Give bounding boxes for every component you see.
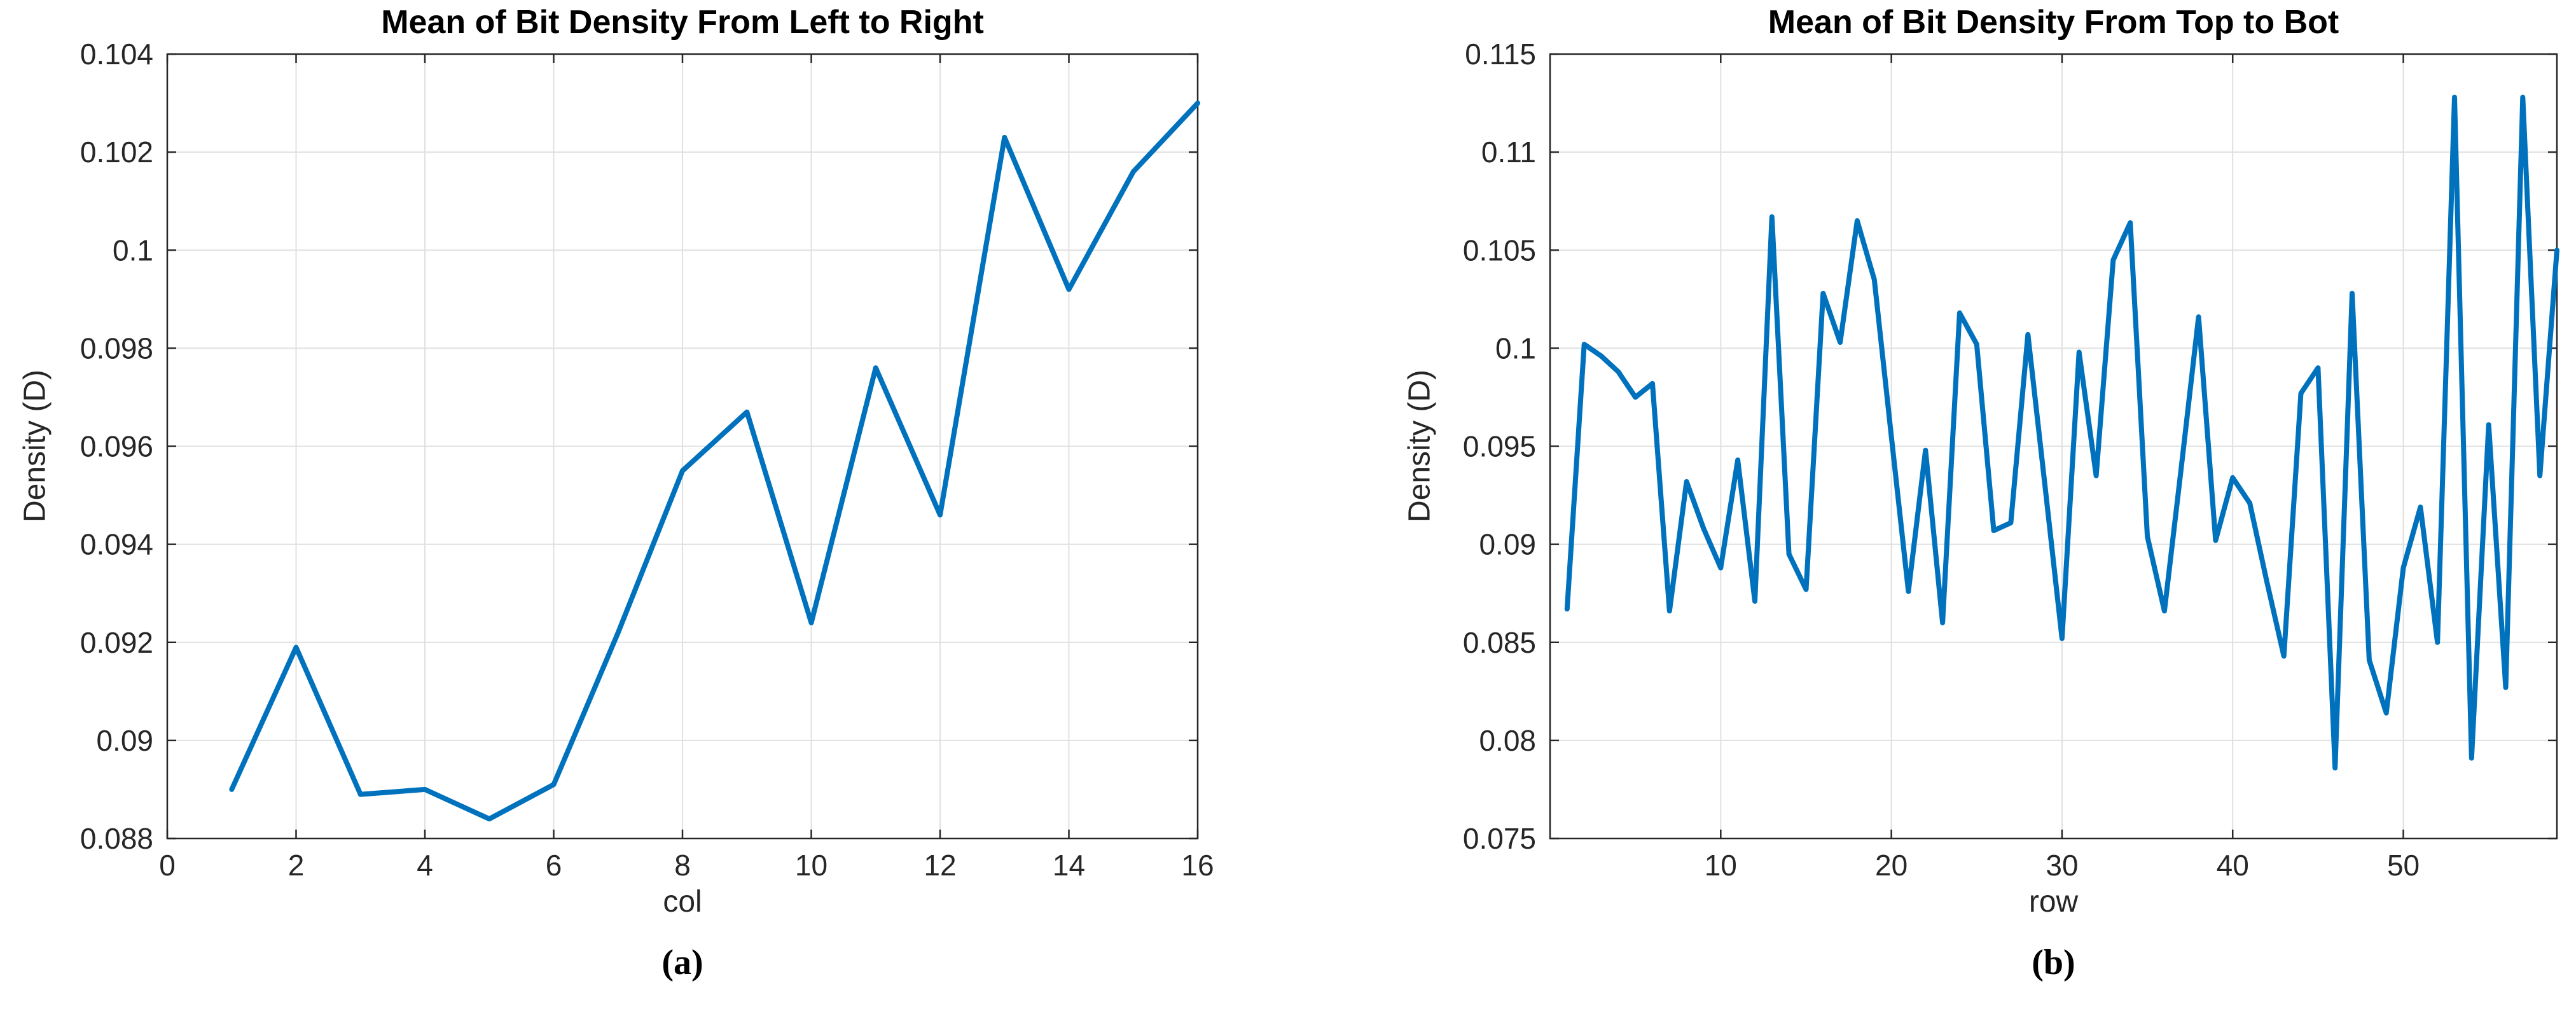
x-tick-label: 0 bbox=[159, 849, 176, 882]
y-tick-label: 0.105 bbox=[1463, 233, 1536, 267]
y-tick-label: 0.115 bbox=[1465, 38, 1536, 71]
x-tick-label: 4 bbox=[417, 849, 433, 882]
right-chart-title: Mean of Bit Density From Top to Bot bbox=[1768, 4, 2339, 41]
y-tick-label: 0.085 bbox=[1463, 626, 1536, 659]
x-tick-label: 50 bbox=[2387, 849, 2420, 882]
left-chart-title: Mean of Bit Density From Left to Right bbox=[381, 4, 984, 41]
data-series-line bbox=[229, 101, 1200, 822]
left-chart-y-axis-label: Density (D) bbox=[18, 369, 52, 523]
y-tick-label: 0.098 bbox=[80, 331, 153, 365]
x-tick-label: 16 bbox=[1181, 849, 1214, 882]
x-tick-label: 14 bbox=[1053, 849, 1085, 882]
subfigure-caption-b: (b) bbox=[2032, 943, 2075, 982]
y-tick-label: 0.096 bbox=[80, 430, 153, 463]
y-tick-label: 0.075 bbox=[1463, 822, 1536, 855]
y-tick-label: 0.08 bbox=[1479, 724, 1536, 757]
y-tick-label: 0.09 bbox=[1479, 528, 1536, 561]
y-tick-label: 0.092 bbox=[80, 626, 153, 659]
right-chart-x-axis-label: row bbox=[2028, 885, 2079, 919]
y-tick-label: 0.09 bbox=[96, 724, 153, 757]
y-tick-label: 0.1 bbox=[1495, 331, 1536, 365]
subfigure-caption-a: (a) bbox=[661, 943, 703, 982]
x-tick-label: 8 bbox=[674, 849, 691, 882]
right-chart-y-axis-label: Density (D) bbox=[1402, 369, 1437, 523]
y-tick-label: 0.11 bbox=[1481, 136, 1536, 169]
x-tick-label: 40 bbox=[2217, 849, 2249, 882]
y-tick-label: 0.102 bbox=[80, 136, 153, 169]
x-tick-label: 10 bbox=[795, 849, 828, 882]
y-tick-label: 0.104 bbox=[80, 38, 153, 71]
y-tick-label: 0.094 bbox=[80, 528, 153, 561]
x-tick-label: 20 bbox=[1875, 849, 1908, 882]
x-tick-label: 10 bbox=[1705, 849, 1737, 882]
y-tick-label: 0.088 bbox=[80, 822, 153, 855]
data-series-line bbox=[1564, 94, 2559, 770]
y-tick-label: 0.1 bbox=[113, 233, 153, 267]
x-tick-label: 30 bbox=[2046, 849, 2078, 882]
x-tick-label: 2 bbox=[288, 849, 305, 882]
x-tick-label: 6 bbox=[546, 849, 562, 882]
x-tick-label: 12 bbox=[924, 849, 956, 882]
y-tick-label: 0.095 bbox=[1463, 430, 1536, 463]
left-chart-x-axis-label: col bbox=[663, 885, 702, 919]
